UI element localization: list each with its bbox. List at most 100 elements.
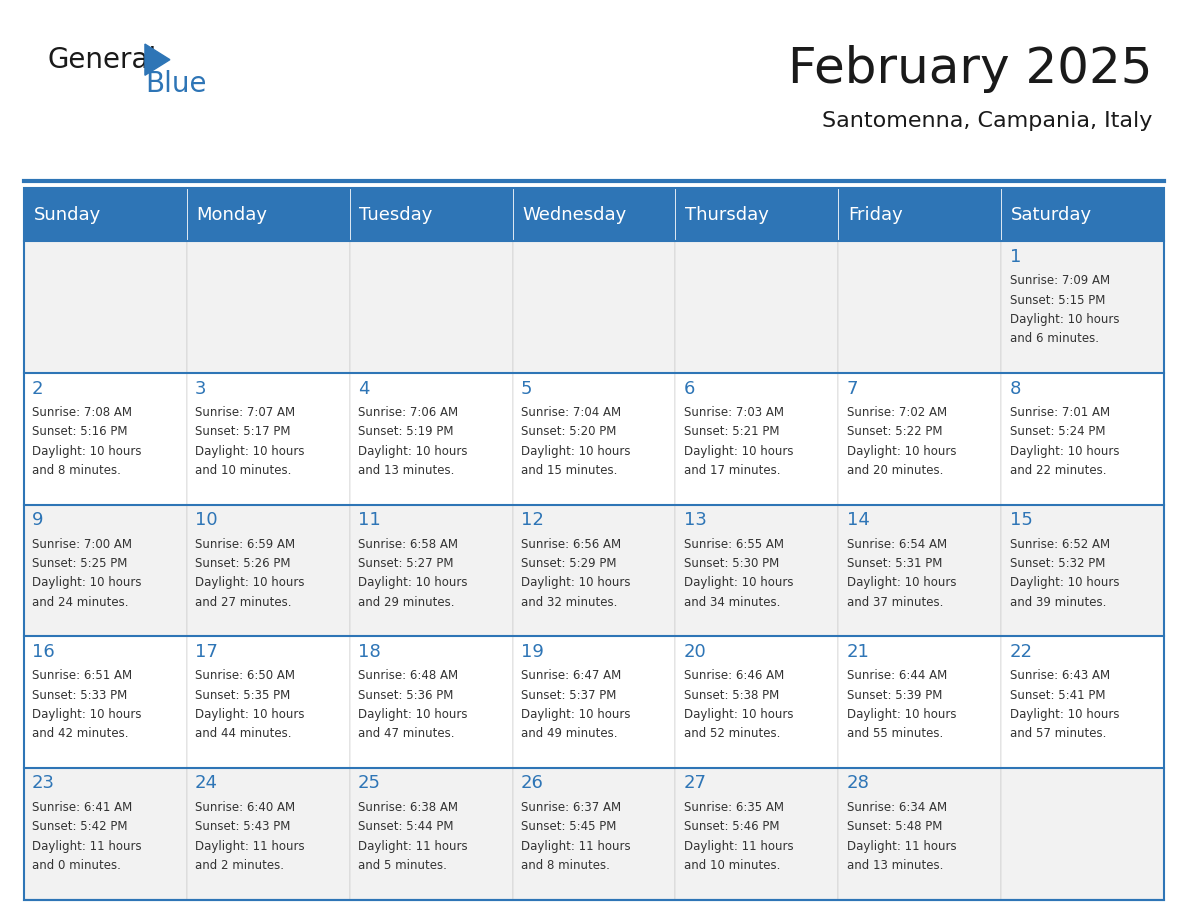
Text: Daylight: 10 hours: Daylight: 10 hours (684, 708, 794, 721)
Text: Sunrise: 7:08 AM: Sunrise: 7:08 AM (32, 406, 132, 420)
Text: Daylight: 11 hours: Daylight: 11 hours (358, 840, 468, 853)
Text: and 27 minutes.: and 27 minutes. (195, 596, 291, 609)
Text: February 2025: February 2025 (788, 45, 1152, 93)
Bar (839, 768, 1001, 900)
Text: 3: 3 (195, 379, 207, 397)
Text: Sunset: 5:36 PM: Sunset: 5:36 PM (358, 688, 454, 701)
Bar (187, 768, 349, 900)
Text: and 8 minutes.: and 8 minutes. (32, 464, 121, 477)
Text: and 32 minutes.: and 32 minutes. (520, 596, 618, 609)
Text: Daylight: 10 hours: Daylight: 10 hours (195, 708, 304, 721)
Text: Sunset: 5:42 PM: Sunset: 5:42 PM (32, 821, 127, 834)
Text: Sunset: 5:24 PM: Sunset: 5:24 PM (1010, 425, 1105, 439)
Text: 6: 6 (684, 379, 695, 397)
Text: Daylight: 10 hours: Daylight: 10 hours (358, 708, 467, 721)
Text: Sunset: 5:39 PM: Sunset: 5:39 PM (847, 688, 942, 701)
Text: 24: 24 (195, 775, 219, 792)
Text: Sunset: 5:48 PM: Sunset: 5:48 PM (847, 821, 942, 834)
Bar (349, 768, 512, 900)
Text: 8: 8 (1010, 379, 1020, 397)
Text: Sunrise: 7:03 AM: Sunrise: 7:03 AM (684, 406, 784, 420)
Text: Sunrise: 6:46 AM: Sunrise: 6:46 AM (684, 669, 784, 682)
Text: and 8 minutes.: and 8 minutes. (520, 859, 609, 872)
Bar (1001, 241, 1164, 373)
Text: Daylight: 10 hours: Daylight: 10 hours (195, 577, 304, 589)
Text: Sunset: 5:46 PM: Sunset: 5:46 PM (684, 821, 779, 834)
Text: and 20 minutes.: and 20 minutes. (847, 464, 943, 477)
Text: Daylight: 10 hours: Daylight: 10 hours (1010, 313, 1119, 326)
Text: Daylight: 10 hours: Daylight: 10 hours (32, 577, 141, 589)
Text: Sunrise: 7:04 AM: Sunrise: 7:04 AM (520, 406, 621, 420)
Text: Daylight: 10 hours: Daylight: 10 hours (847, 577, 956, 589)
Text: Sunrise: 6:50 AM: Sunrise: 6:50 AM (195, 669, 295, 682)
Bar (839, 188, 1001, 241)
Text: Sunrise: 7:00 AM: Sunrise: 7:00 AM (32, 538, 132, 551)
Text: and 5 minutes.: and 5 minutes. (358, 859, 447, 872)
Text: 26: 26 (520, 775, 544, 792)
Text: Sunset: 5:35 PM: Sunset: 5:35 PM (195, 688, 290, 701)
Text: Daylight: 10 hours: Daylight: 10 hours (32, 444, 141, 458)
Text: Sunrise: 7:09 AM: Sunrise: 7:09 AM (1010, 274, 1110, 287)
Bar (1001, 768, 1164, 900)
Text: Sunday: Sunday (33, 206, 101, 224)
Text: Daylight: 10 hours: Daylight: 10 hours (520, 577, 631, 589)
Text: 11: 11 (358, 511, 380, 529)
Text: Sunset: 5:30 PM: Sunset: 5:30 PM (684, 557, 779, 570)
Text: and 34 minutes.: and 34 minutes. (684, 596, 781, 609)
Bar (24, 636, 187, 768)
Text: Sunrise: 7:01 AM: Sunrise: 7:01 AM (1010, 406, 1110, 420)
Text: 5: 5 (520, 379, 532, 397)
Text: 14: 14 (847, 511, 870, 529)
Text: 2: 2 (32, 379, 44, 397)
Text: Daylight: 10 hours: Daylight: 10 hours (1010, 444, 1119, 458)
Bar (512, 373, 676, 505)
Text: Sunrise: 6:56 AM: Sunrise: 6:56 AM (520, 538, 621, 551)
Text: 1: 1 (1010, 248, 1020, 266)
Bar (1001, 188, 1164, 241)
Text: Daylight: 10 hours: Daylight: 10 hours (358, 577, 467, 589)
Text: 27: 27 (684, 775, 707, 792)
Text: and 22 minutes.: and 22 minutes. (1010, 464, 1106, 477)
Bar (676, 636, 839, 768)
Text: and 37 minutes.: and 37 minutes. (847, 596, 943, 609)
Bar (24, 188, 1164, 900)
Bar (839, 636, 1001, 768)
Text: 18: 18 (358, 643, 380, 661)
Bar (512, 768, 676, 900)
Text: Sunrise: 6:58 AM: Sunrise: 6:58 AM (358, 538, 457, 551)
Text: 12: 12 (520, 511, 544, 529)
Text: Sunset: 5:43 PM: Sunset: 5:43 PM (195, 821, 290, 834)
Bar (1001, 636, 1164, 768)
Bar (676, 373, 839, 505)
Text: Sunset: 5:45 PM: Sunset: 5:45 PM (520, 821, 617, 834)
Text: Sunrise: 7:06 AM: Sunrise: 7:06 AM (358, 406, 459, 420)
Text: 17: 17 (195, 643, 217, 661)
Bar (839, 241, 1001, 373)
Bar (676, 768, 839, 900)
Text: Tuesday: Tuesday (360, 206, 432, 224)
Text: and 49 minutes.: and 49 minutes. (520, 727, 618, 740)
Bar (349, 373, 512, 505)
Bar (676, 188, 839, 241)
Bar (187, 636, 349, 768)
Text: and 55 minutes.: and 55 minutes. (847, 727, 943, 740)
Text: 16: 16 (32, 643, 55, 661)
Text: 9: 9 (32, 511, 44, 529)
Bar (839, 373, 1001, 505)
Text: and 15 minutes.: and 15 minutes. (520, 464, 618, 477)
Text: Sunset: 5:26 PM: Sunset: 5:26 PM (195, 557, 291, 570)
Text: and 57 minutes.: and 57 minutes. (1010, 727, 1106, 740)
Text: 4: 4 (358, 379, 369, 397)
Text: Daylight: 10 hours: Daylight: 10 hours (847, 708, 956, 721)
Text: Sunrise: 6:52 AM: Sunrise: 6:52 AM (1010, 538, 1110, 551)
Text: Sunrise: 6:51 AM: Sunrise: 6:51 AM (32, 669, 132, 682)
Bar (1001, 373, 1164, 505)
Bar (512, 636, 676, 768)
Text: Daylight: 10 hours: Daylight: 10 hours (684, 577, 794, 589)
Text: and 10 minutes.: and 10 minutes. (684, 859, 781, 872)
Text: Sunset: 5:29 PM: Sunset: 5:29 PM (520, 557, 617, 570)
Text: Sunrise: 7:02 AM: Sunrise: 7:02 AM (847, 406, 947, 420)
Text: Sunset: 5:19 PM: Sunset: 5:19 PM (358, 425, 454, 439)
Text: Sunrise: 6:55 AM: Sunrise: 6:55 AM (684, 538, 784, 551)
Text: Sunrise: 6:59 AM: Sunrise: 6:59 AM (195, 538, 295, 551)
